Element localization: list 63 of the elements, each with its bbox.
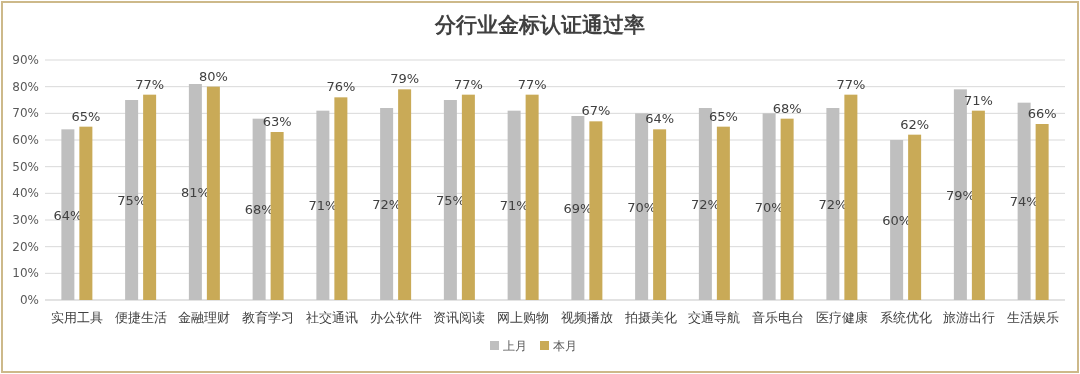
data-label: 65% xyxy=(708,108,738,124)
x-tick-label: 旅游出行 xyxy=(943,310,996,325)
bar xyxy=(589,121,603,300)
bar xyxy=(971,110,985,300)
data-label: 64% xyxy=(645,111,675,127)
data-label: 63% xyxy=(262,114,292,129)
legend-label: 本月 xyxy=(553,339,577,353)
bar xyxy=(1035,124,1049,300)
x-tick-label: 交通导航 xyxy=(688,310,741,325)
y-tick-label: 60% xyxy=(12,133,39,147)
bar xyxy=(79,126,93,300)
data-label: 65% xyxy=(71,108,101,124)
x-tick-label: 实用工具 xyxy=(50,310,103,325)
data-label: 64% xyxy=(53,207,83,223)
data-label: 79% xyxy=(390,71,420,87)
data-label: 77% xyxy=(135,76,165,92)
y-tick-label: 10% xyxy=(12,266,39,281)
data-label: 80% xyxy=(198,68,228,84)
bar xyxy=(398,89,412,300)
y-tick-label: 0% xyxy=(19,293,39,307)
y-tick-label: 30% xyxy=(12,213,39,227)
data-label: 71% xyxy=(963,92,993,108)
bar xyxy=(334,97,348,300)
data-label: 76% xyxy=(326,79,356,95)
x-tick-label: 金融理财 xyxy=(178,310,231,325)
y-tick-label: 80% xyxy=(12,79,39,94)
bar xyxy=(844,94,858,300)
x-tick-label: 网上购物 xyxy=(497,310,550,325)
x-tick-label: 教育学习 xyxy=(242,310,295,325)
bar xyxy=(206,86,220,300)
data-label: 77% xyxy=(453,76,483,92)
bar xyxy=(908,134,922,300)
bar xyxy=(461,94,475,300)
x-tick-label: 医疗健康 xyxy=(815,310,868,325)
chart-title: 分行业金标认证通过率 xyxy=(434,12,645,37)
data-label: 68% xyxy=(772,100,802,116)
x-tick-label: 拍摄美化 xyxy=(623,310,677,325)
bar xyxy=(270,132,284,300)
data-label: 77% xyxy=(836,76,866,92)
x-tick-label: 系统优化 xyxy=(879,310,932,325)
x-tick-label: 资讯阅读 xyxy=(433,310,486,325)
data-label: 66% xyxy=(1027,106,1057,121)
bar xyxy=(143,94,157,300)
data-label: 67% xyxy=(581,103,611,119)
data-label: 62% xyxy=(900,116,930,132)
bar xyxy=(780,118,794,300)
bar xyxy=(653,129,667,300)
x-tick-label: 生活娱乐 xyxy=(1007,310,1060,325)
y-tick-label: 50% xyxy=(12,159,39,174)
data-label: 77% xyxy=(517,76,547,92)
y-tick-label: 70% xyxy=(12,106,39,121)
legend-label: 上月 xyxy=(503,339,527,353)
x-tick-label: 便捷生活 xyxy=(114,310,167,325)
bar xyxy=(716,126,730,300)
y-tick-label: 20% xyxy=(12,239,39,254)
x-tick-label: 社交通讯 xyxy=(305,310,358,325)
x-tick-label: 视频播放 xyxy=(560,310,613,325)
x-tick-label: 办公软件 xyxy=(369,310,422,325)
y-tick-label: 40% xyxy=(12,186,39,201)
bar xyxy=(525,94,539,300)
data-label: 69% xyxy=(563,201,593,216)
y-tick-label: 90% xyxy=(12,53,39,67)
x-tick-label: 音乐电台 xyxy=(752,310,805,325)
